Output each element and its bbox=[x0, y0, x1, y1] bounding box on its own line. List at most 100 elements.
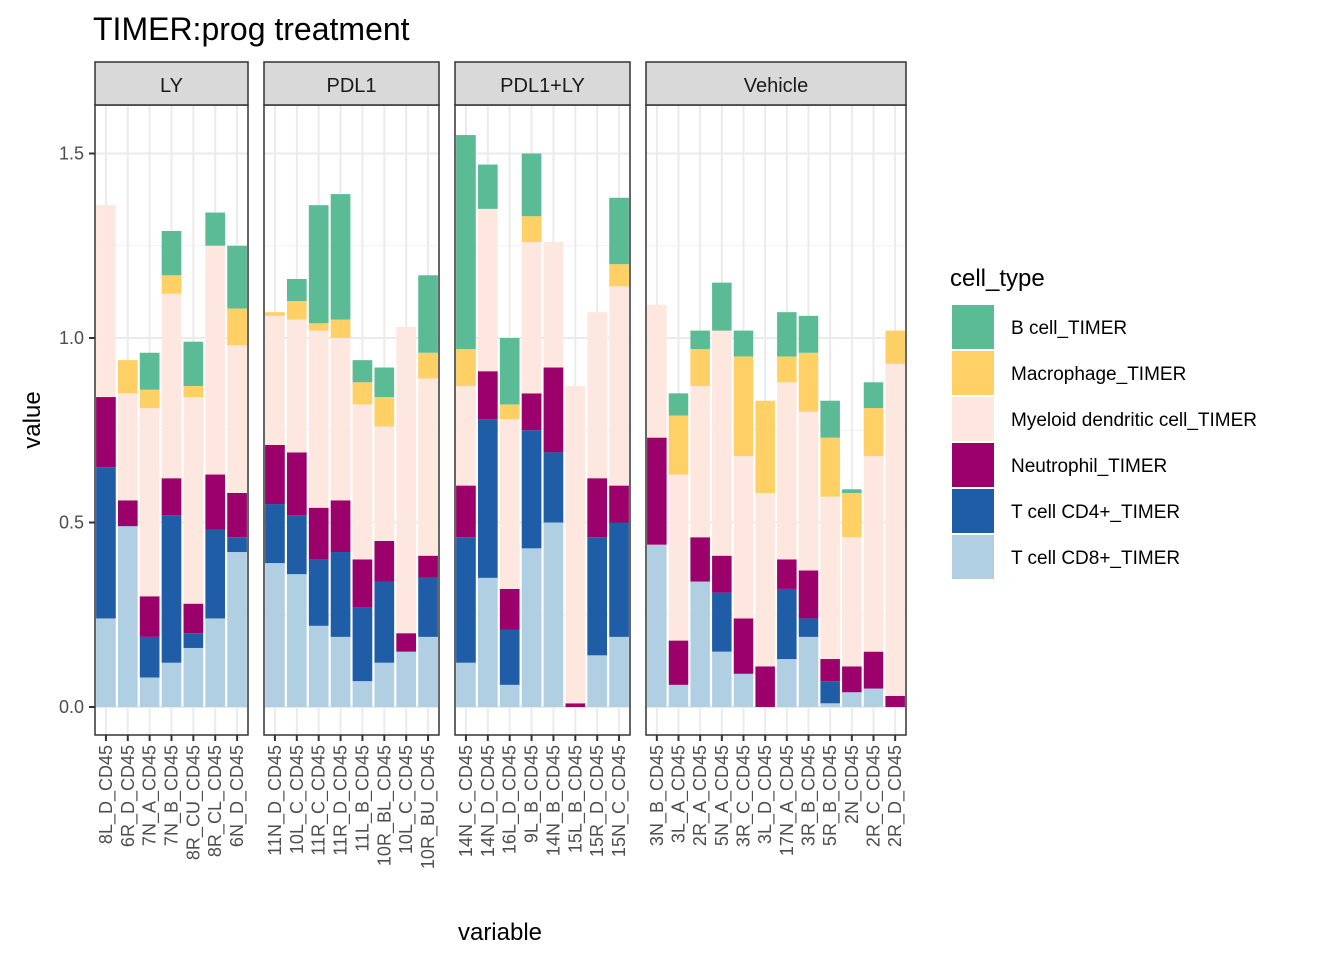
bar-segment bbox=[286, 515, 307, 575]
bar-segment bbox=[330, 552, 351, 637]
bar-segment bbox=[777, 312, 797, 357]
bar-segment bbox=[286, 319, 307, 453]
x-tick-label: 5R_B_CD45 bbox=[820, 745, 841, 846]
x-tick-label: 10R_BU_CD45 bbox=[418, 745, 439, 869]
bar-segment bbox=[286, 452, 307, 516]
bar-segment bbox=[863, 688, 884, 707]
bar-segment bbox=[777, 356, 797, 383]
bar-segment bbox=[352, 360, 373, 383]
x-tick-label: 10L_C_CD45 bbox=[287, 745, 308, 854]
bar-stack-6N_D_CD45 bbox=[227, 245, 247, 707]
bar-segment bbox=[521, 430, 542, 549]
x-tick-label: 15R_D_CD45 bbox=[587, 745, 608, 857]
bar-stack-9L_B_CD45 bbox=[521, 153, 542, 707]
bar-segment bbox=[609, 286, 629, 486]
bar-stack-17N_A_CD45 bbox=[777, 312, 797, 707]
bar-segment bbox=[798, 636, 819, 707]
bar-segment bbox=[499, 338, 520, 405]
chart-title: TIMER:prog treatment bbox=[93, 11, 410, 47]
x-tick-label: 3L_D_CD45 bbox=[755, 745, 776, 844]
x-tick-label: 8R_CL_CD45 bbox=[205, 745, 226, 857]
legend-swatch bbox=[952, 443, 994, 487]
bar-segment bbox=[690, 581, 710, 707]
bar-segment bbox=[798, 411, 819, 571]
x-tick-label: 3R_B_CD45 bbox=[799, 745, 820, 846]
x-tick-label: 10L_C_CD45 bbox=[396, 745, 417, 854]
bar-segment bbox=[647, 544, 667, 707]
bar-segment bbox=[863, 456, 884, 652]
bar-segment bbox=[647, 437, 667, 545]
x-tick-label: 15N_C_CD45 bbox=[609, 745, 630, 857]
x-tick-label: 3R_C_CD45 bbox=[734, 745, 755, 847]
bar-segment bbox=[139, 408, 160, 597]
y-tick-label: 0.0 bbox=[59, 697, 84, 717]
bar-segment bbox=[690, 537, 710, 582]
bar-segment bbox=[712, 592, 732, 652]
x-tick-label: 14N_C_CD45 bbox=[456, 745, 477, 857]
facet-panel-2: 14N_C_CD45 14N_D_CD45 16L_D_CD45 9L_B_CD45 1… bbox=[454, 61, 631, 857]
panel-background bbox=[646, 105, 906, 735]
bar-segment bbox=[308, 507, 329, 560]
bar-stack-8L_D_CD45 bbox=[96, 205, 116, 707]
bar-segment bbox=[374, 581, 395, 663]
bar-segment bbox=[374, 540, 395, 582]
bar-segment bbox=[396, 326, 417, 634]
bar-stack-14N_B_CD45 bbox=[543, 242, 564, 707]
bar-segment bbox=[418, 577, 438, 637]
y-tick-label: 1.0 bbox=[59, 328, 84, 348]
facet-panel-0: 8L_D_CD45 6R_D_CD45 7N_A_CD45 7N_B_CD45 8R_C… bbox=[94, 61, 249, 860]
bar-segment bbox=[330, 319, 351, 338]
x-tick-label: 17N_A_CD45 bbox=[777, 745, 798, 856]
bar-segment bbox=[842, 692, 862, 707]
legend: cell_type B cell_TIMER Macrophage_TIMER My… bbox=[950, 265, 1257, 579]
x-tick-label: 11N_D_CD45 bbox=[265, 745, 286, 856]
facet-strip-label: PDL1 bbox=[326, 75, 376, 97]
bar-segment bbox=[609, 264, 629, 287]
bar-segment bbox=[609, 485, 629, 523]
bar-segment bbox=[183, 397, 204, 604]
bar-segment bbox=[477, 164, 498, 209]
bar-segment bbox=[543, 452, 564, 523]
facet-strip-label: PDL1+LY bbox=[500, 75, 585, 97]
bar-segment bbox=[183, 647, 204, 707]
bar-segment bbox=[755, 400, 775, 493]
bar-stack-15N_C_CD45 bbox=[609, 197, 629, 707]
bar-segment bbox=[352, 404, 373, 560]
facet-panel-3: 3N_B_CD45 3L_A_CD45 2R_A_CD45 5N_A_CD45 3R_C… bbox=[645, 61, 907, 856]
x-tick-label: 2R_D_CD45 bbox=[885, 745, 906, 847]
facet-strip bbox=[94, 61, 249, 106]
bar-segment bbox=[777, 559, 797, 589]
bar-segment bbox=[647, 304, 667, 438]
bar-stack-11R_D_CD45 bbox=[330, 194, 351, 707]
bar-segment bbox=[418, 555, 438, 578]
bar-segment bbox=[543, 367, 564, 453]
bar-segment bbox=[183, 603, 204, 634]
legend-label: B cell_TIMER bbox=[1011, 318, 1127, 339]
bar-segment bbox=[820, 659, 840, 682]
bar-segment bbox=[117, 360, 138, 394]
bar-segment bbox=[863, 651, 884, 689]
bar-stack-14N_C_CD45 bbox=[456, 135, 476, 707]
bar-segment bbox=[286, 301, 307, 320]
bar-segment bbox=[842, 492, 862, 538]
bar-segment bbox=[842, 537, 862, 667]
bar-segment bbox=[139, 636, 160, 678]
bar-segment bbox=[205, 212, 226, 246]
bar-stack-15L_B_CD45 bbox=[565, 385, 586, 707]
bar-segment bbox=[205, 529, 226, 619]
bar-segment bbox=[456, 135, 476, 350]
bar-stack-2N_CD45 bbox=[842, 489, 862, 707]
bar-segment bbox=[265, 312, 285, 316]
x-tick-label: 3L_A_CD45 bbox=[669, 745, 690, 843]
bar-segment bbox=[308, 625, 329, 707]
bar-segment bbox=[265, 504, 285, 564]
x-tick-label: 14N_D_CD45 bbox=[478, 745, 499, 857]
bar-segment bbox=[565, 703, 586, 707]
legend-swatch bbox=[952, 305, 994, 349]
legend-label: Myeloid dendritic cell_TIMER bbox=[1011, 410, 1257, 431]
bar-segment bbox=[456, 349, 476, 386]
bar-segment bbox=[183, 341, 204, 386]
bar-segment bbox=[521, 548, 542, 707]
bar-segment bbox=[521, 216, 542, 243]
